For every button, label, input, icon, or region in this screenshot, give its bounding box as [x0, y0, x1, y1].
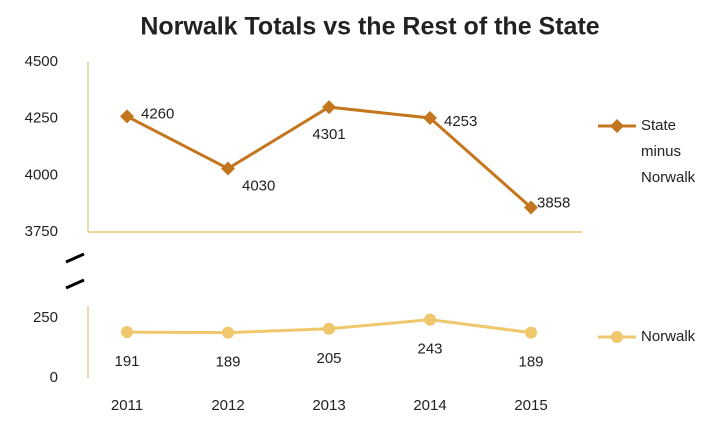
x-tick-label: 2012 — [211, 397, 244, 414]
marker — [524, 200, 538, 215]
break-mark — [65, 278, 85, 290]
y-tick-label: 3750 — [25, 223, 58, 240]
break-mark — [65, 252, 85, 264]
data-label: 4260 — [141, 105, 174, 122]
chart-title: Norwalk Totals vs the Rest of the State — [140, 13, 599, 41]
y-tick-label: 4000 — [25, 166, 58, 183]
data-label: 189 — [215, 354, 240, 371]
marker — [120, 109, 134, 124]
data-label: 189 — [518, 354, 543, 371]
legend-label: Norwalk — [641, 328, 696, 345]
data-label: 205 — [316, 350, 341, 367]
marker — [525, 326, 537, 339]
marker — [424, 313, 436, 326]
data-label: 243 — [417, 341, 442, 358]
data-label: 3858 — [537, 194, 570, 211]
y-tick-label: 0 — [50, 369, 58, 386]
data-label: 4301 — [312, 126, 345, 143]
x-tick-label: 2014 — [413, 397, 446, 414]
y-tick-label: 250 — [33, 309, 58, 326]
marker — [423, 110, 437, 125]
legend-label: State minus Norwalk — [641, 117, 696, 186]
y-tick-label: 4500 — [25, 53, 58, 70]
marker — [221, 161, 235, 176]
x-tick-label: 2013 — [312, 397, 345, 414]
y-tick-label: 4250 — [25, 110, 58, 127]
axis-break — [65, 252, 85, 290]
x-tick-label: 2011 — [111, 397, 143, 414]
marker — [121, 326, 133, 339]
data-label: 4253 — [444, 113, 477, 130]
data-label: 191 — [114, 353, 139, 370]
marker — [323, 322, 335, 335]
legend-marker — [610, 119, 624, 133]
legend-marker — [611, 331, 623, 343]
marker — [322, 100, 336, 115]
data-label: 4030 — [242, 178, 275, 195]
x-tick-label: 2015 — [514, 397, 547, 414]
marker — [222, 326, 234, 339]
